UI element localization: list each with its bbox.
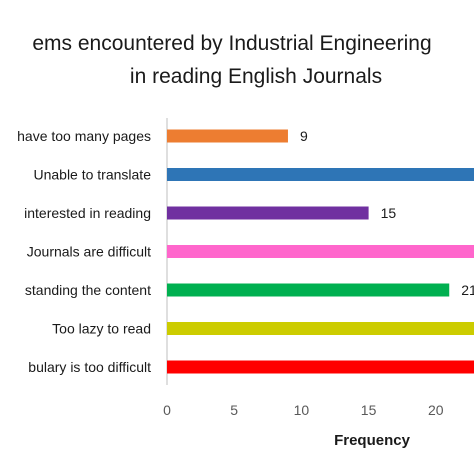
category-label-4: standing the content bbox=[25, 282, 151, 298]
category-label-3: Journals are difficult bbox=[27, 244, 151, 260]
bar-6 bbox=[167, 360, 474, 374]
x-tick-label-2: 10 bbox=[294, 402, 310, 418]
x-tick-label-3: 15 bbox=[361, 402, 377, 418]
data-label-4: 21 bbox=[461, 282, 474, 298]
x-tick-label-1: 5 bbox=[230, 402, 238, 418]
category-label-6: bulary is too difficult bbox=[28, 359, 151, 375]
x-tick-label-0: 0 bbox=[163, 402, 171, 418]
chart-title-line-2: in reading English Journals bbox=[130, 65, 382, 88]
category-label-5: Too lazy to read bbox=[52, 321, 151, 337]
bar-3 bbox=[167, 245, 474, 258]
bar-5 bbox=[167, 322, 474, 335]
plot-area: have too many pages 9 Unable to translate i… bbox=[17, 118, 474, 418]
bar-1 bbox=[167, 168, 474, 181]
x-tick-label-4: 20 bbox=[428, 402, 444, 418]
bar-0 bbox=[167, 129, 288, 143]
data-label-2: 15 bbox=[381, 205, 397, 221]
bar-2 bbox=[167, 206, 369, 220]
category-label-2: interested in reading bbox=[24, 205, 151, 221]
data-label-0: 9 bbox=[300, 128, 308, 144]
chart-title-line-1: ems encountered by Industrial Engineerin… bbox=[32, 32, 431, 55]
bar-4 bbox=[167, 283, 450, 297]
category-label-0: have too many pages bbox=[17, 128, 151, 144]
category-label-1: Unable to translate bbox=[33, 167, 151, 183]
x-axis-title: Frequency bbox=[334, 432, 411, 449]
